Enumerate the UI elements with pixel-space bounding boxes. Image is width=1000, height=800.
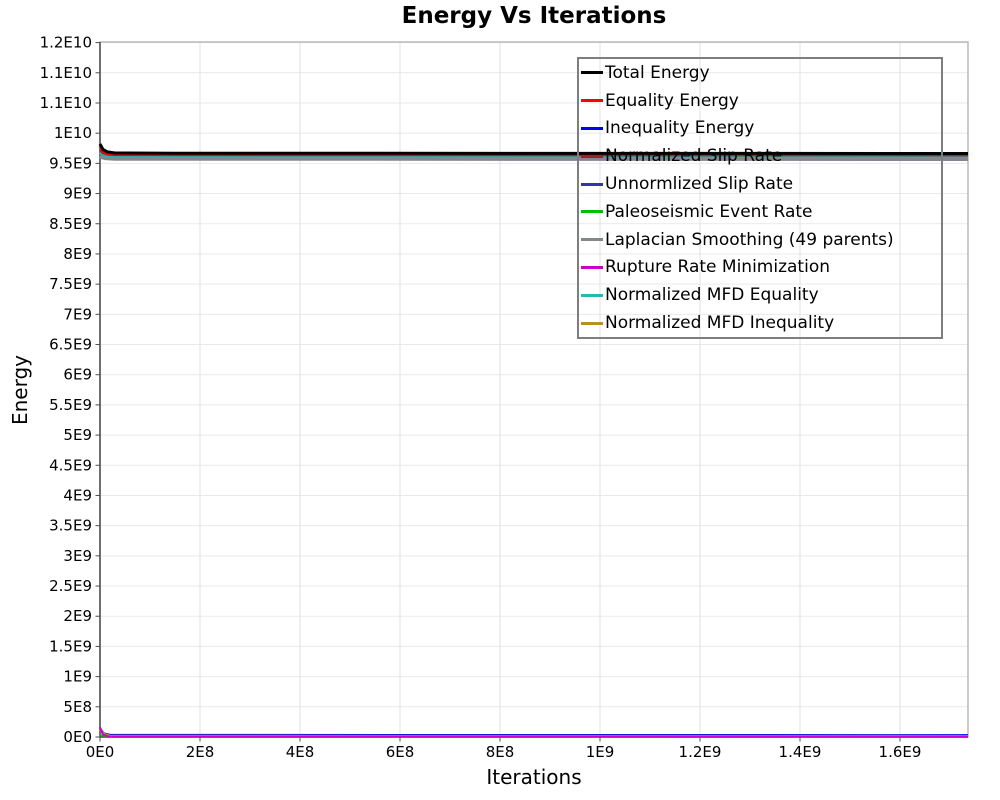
legend: Total Energy Equality Energy Inequality En… — [577, 57, 943, 339]
legend-marker-icon — [581, 71, 603, 75]
x-tick-label: 1.2E9 — [679, 743, 722, 761]
legend-marker-icon — [581, 126, 603, 130]
series-line-laplacian-smoothing-49-parents — [99, 153, 969, 161]
y-tick-label: 6.5E9 — [49, 336, 92, 354]
series-line-normalized-mfd-inequality — [99, 728, 969, 738]
y-tick-label: 5E8 — [63, 698, 92, 716]
y-tick-label: 4E9 — [63, 486, 92, 504]
legend-label: Unnormlized Slip Rate — [605, 174, 794, 195]
y-tick-label: 1.1E10 — [40, 64, 92, 82]
legend-marker-icon — [581, 182, 603, 186]
y-tick-label: 5.5E9 — [49, 396, 92, 414]
x-tick-label: 2E8 — [186, 743, 215, 761]
legend-label: Equality Energy — [605, 90, 739, 111]
y-tick-label: 1E10 — [54, 124, 92, 142]
legend-label: Inequality Energy — [605, 118, 755, 139]
series-line-inequality-energy — [99, 727, 969, 737]
series-line-rupture-rate-minimization — [99, 726, 968, 738]
legend-item: Unnormlized Slip Rate — [579, 170, 941, 198]
legend-label: Rupture Rate Minimization — [605, 257, 830, 278]
legend-item: Rupture Rate Minimization — [579, 254, 941, 282]
legend-item: Inequality Energy — [579, 115, 941, 143]
y-tick-label: 8E9 — [63, 245, 92, 263]
legend-marker-icon — [581, 293, 603, 297]
legend-label: Normalized MFD Equality — [605, 285, 819, 306]
x-tick-label: 4E8 — [286, 743, 315, 761]
y-tick-label: 3E9 — [63, 547, 92, 565]
y-tick-label: 1.2E10 — [40, 34, 92, 52]
y-tick-label: 2.5E9 — [49, 577, 92, 595]
x-tick-label: 1.4E9 — [779, 743, 822, 761]
legend-label: Laplacian Smoothing (49 parents) — [605, 229, 894, 250]
y-tick-label: 0E0 — [63, 728, 92, 746]
y-tick-label: 3.5E9 — [49, 517, 92, 535]
y-tick-label: 4.5E9 — [49, 456, 92, 474]
legend-label: Paleoseismic Event Rate — [605, 201, 813, 222]
y-tick-label: 9.5E9 — [49, 154, 92, 172]
chart-title: Energy Vs Iterations — [401, 3, 667, 29]
y-tick-label: 7.5E9 — [49, 275, 92, 293]
legend-item: Equality Energy — [579, 87, 941, 115]
y-tick-label: 6E9 — [63, 366, 92, 384]
legend-item: Normalized Slip Rate — [579, 142, 941, 170]
legend-marker-icon — [581, 265, 603, 269]
legend-item: Total Energy — [579, 59, 941, 87]
y-tick-label: 8.5E9 — [49, 215, 92, 233]
y-tick-label: 1.5E9 — [49, 637, 92, 655]
y-tick-label: 1.1E10 — [40, 94, 92, 112]
legend-marker-icon — [581, 154, 603, 158]
x-tick-label: 1E9 — [586, 743, 615, 761]
x-tick-label: 6E8 — [386, 743, 415, 761]
series-line-total-energy — [98, 143, 969, 155]
legend-marker-icon — [581, 210, 603, 214]
legend-marker-icon — [581, 238, 603, 242]
y-tick-label: 2E9 — [63, 607, 92, 625]
legend-item: Laplacian Smoothing (49 parents) — [579, 226, 941, 254]
legend-item: Paleoseismic Event Rate — [579, 198, 941, 226]
x-tick-label: 1.6E9 — [879, 743, 922, 761]
legend-label: Normalized Slip Rate — [605, 146, 783, 167]
y-tick-label: 7E9 — [63, 305, 92, 323]
legend-marker-icon — [581, 321, 603, 325]
legend-label: Normalized MFD Inequality — [605, 313, 835, 334]
y-tick-label: 5E9 — [63, 426, 92, 444]
y-tick-label: 1E9 — [63, 668, 92, 686]
x-axis-title: Iterations — [486, 765, 582, 789]
y-tick-label: 9E9 — [63, 185, 92, 203]
legend-label: Total Energy — [605, 62, 710, 83]
legend-item: Normalized MFD Inequality — [579, 309, 941, 337]
x-tick-label: 8E8 — [486, 743, 515, 761]
legend-marker-icon — [581, 99, 603, 103]
legend-item: Normalized MFD Equality — [579, 281, 941, 309]
x-tick-label: 0E0 — [86, 743, 115, 761]
